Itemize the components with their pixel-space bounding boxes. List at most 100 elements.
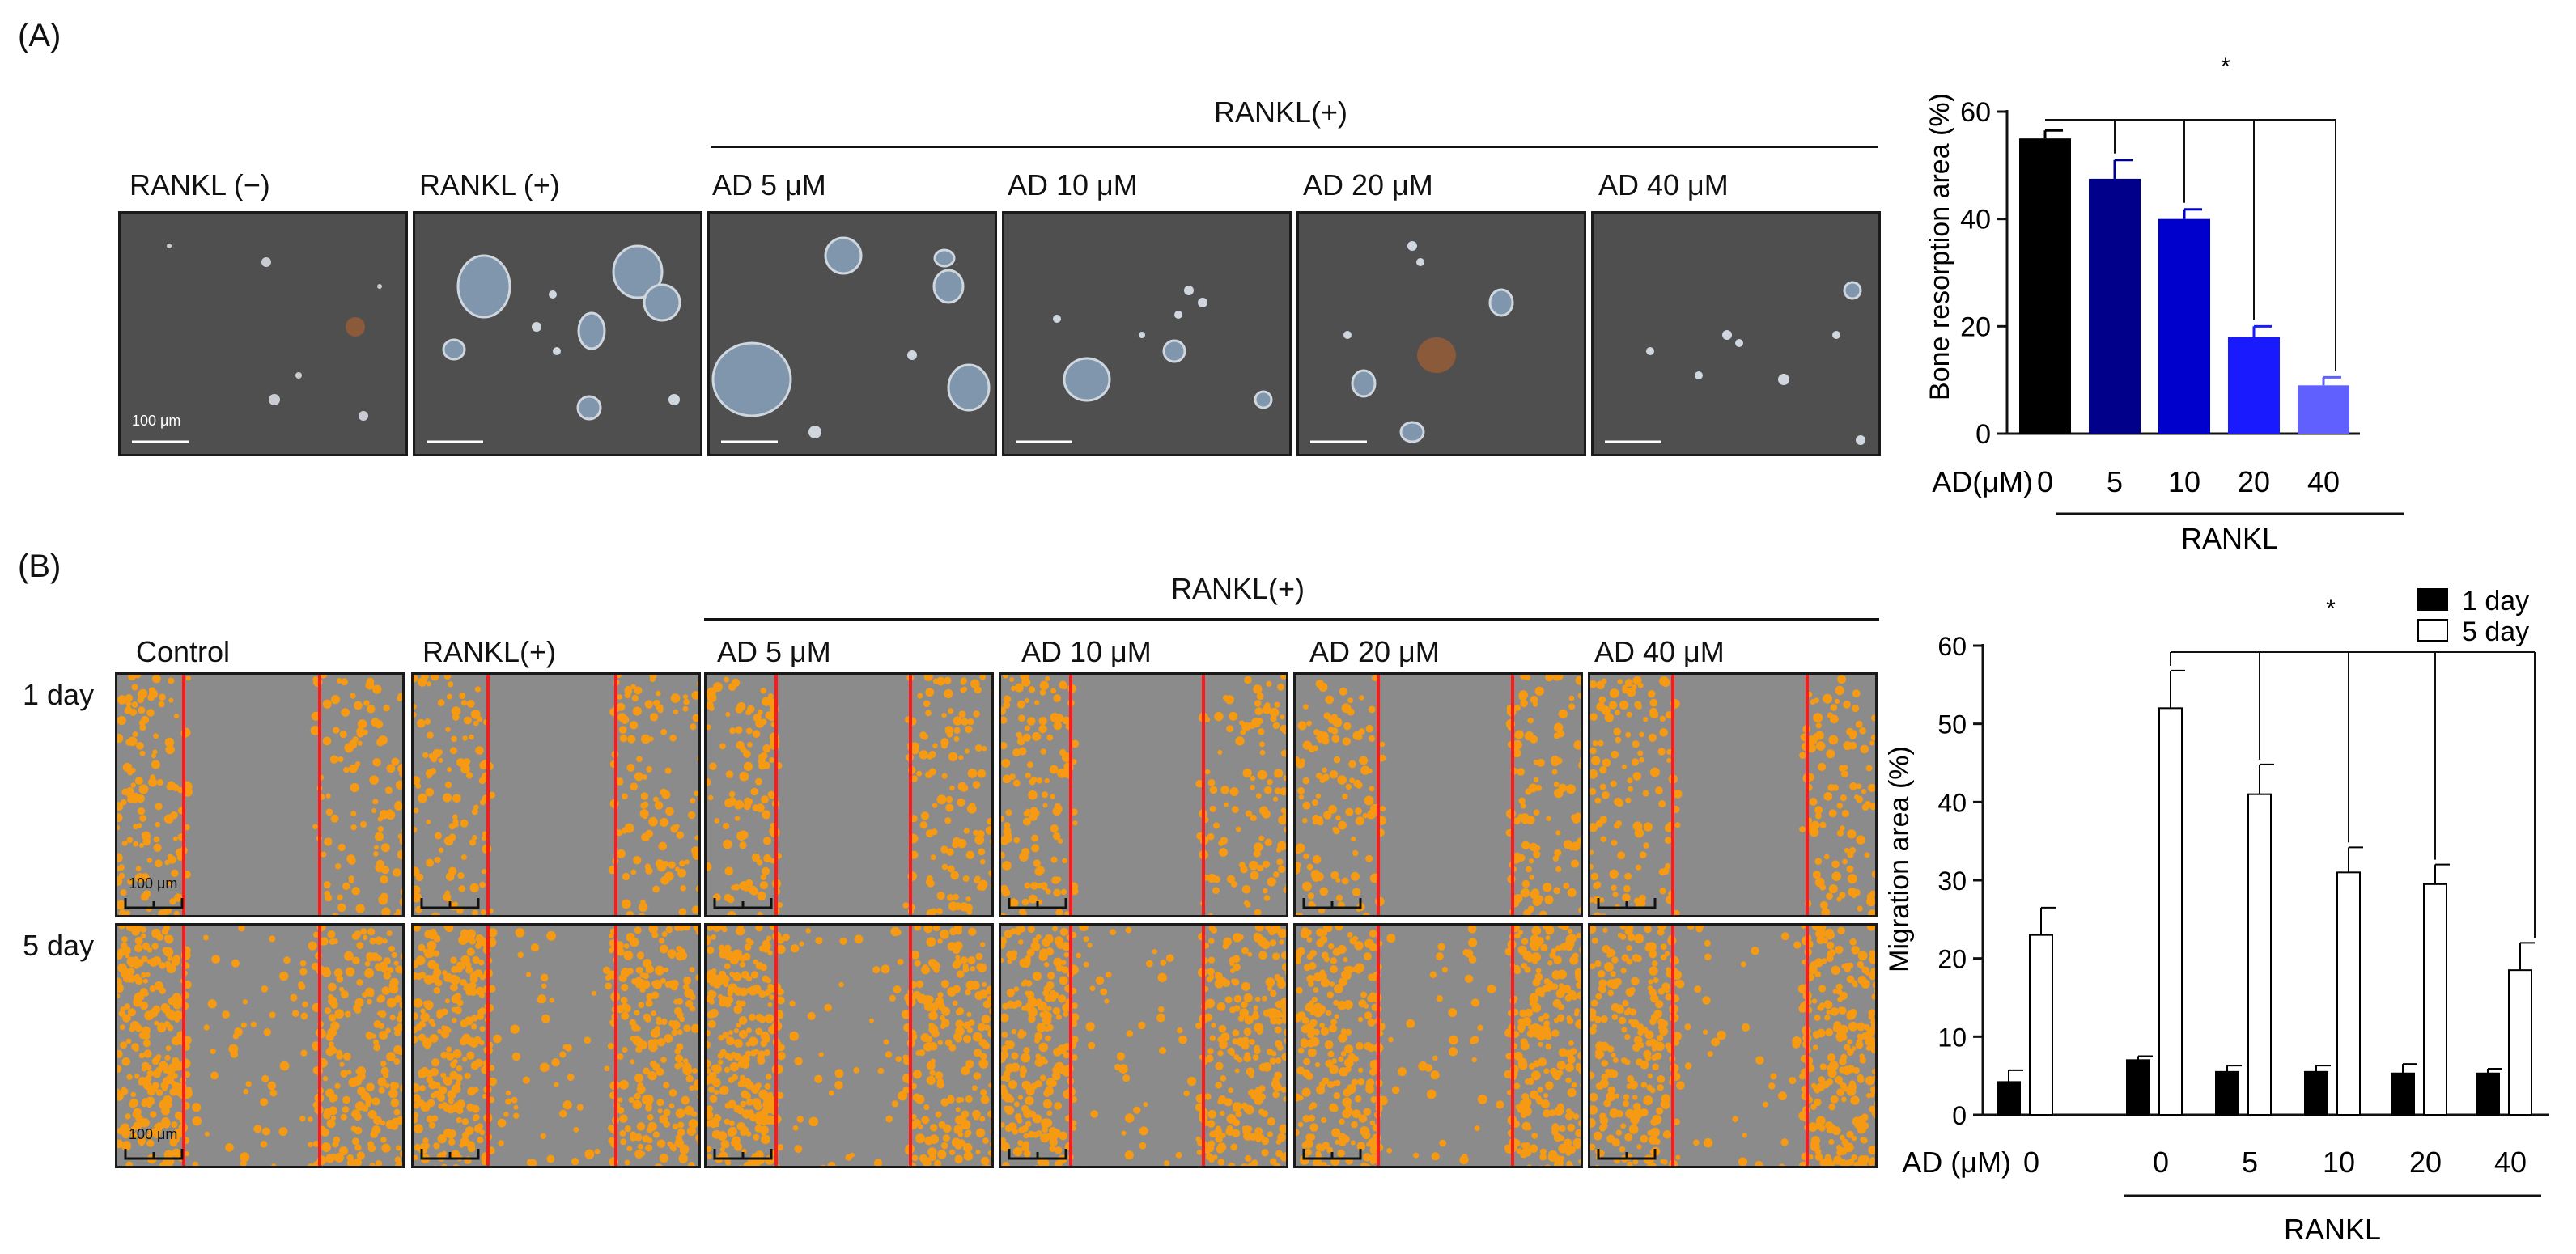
- cell-dot: [714, 1113, 719, 1120]
- cell-dot: [1281, 727, 1286, 735]
- cell-dot: [1843, 700, 1851, 709]
- cell-dot: [728, 1030, 734, 1036]
- cell-dot: [1005, 809, 1012, 816]
- cell-dot: [1436, 995, 1443, 1002]
- cell-dot: [167, 1024, 174, 1032]
- cell-dot: [125, 1113, 131, 1120]
- cell-dot: [1125, 926, 1132, 934]
- cell-dot: [139, 815, 146, 822]
- cell-dot: [1828, 949, 1836, 956]
- cell-dot: [903, 1057, 911, 1065]
- cell-dot: [977, 830, 985, 838]
- cell-dot: [965, 725, 973, 734]
- cell-dot: [1254, 926, 1264, 932]
- resorption-image-rankl-neg: 100 μm: [118, 211, 408, 456]
- cell-dot: [443, 1076, 453, 1086]
- cell-dot: [1306, 953, 1313, 960]
- cell-dot: [624, 1125, 631, 1133]
- cell-dot: [426, 1076, 434, 1084]
- cell-dot: [1296, 950, 1302, 960]
- cell-dot: [1661, 867, 1670, 875]
- cell-dot: [1535, 968, 1542, 973]
- cell-dot: [1319, 1087, 1326, 1094]
- cell-dot: [461, 1118, 469, 1125]
- cell-dot: [757, 709, 763, 715]
- cell-dot: [1124, 1113, 1135, 1123]
- cell-dot: [987, 817, 991, 825]
- cell-dot: [1001, 1122, 1005, 1128]
- cell-dot: [730, 1138, 739, 1147]
- cell-dot: [707, 1146, 712, 1153]
- cell-dot: [767, 983, 774, 990]
- cell-dot: [431, 962, 439, 971]
- cell-dot: [728, 1120, 735, 1126]
- cell-dot: [1341, 877, 1349, 885]
- cell-dot: [142, 1066, 147, 1072]
- cell-dot: [1624, 872, 1632, 880]
- cell-dot: [1208, 938, 1215, 944]
- cell-dot: [1262, 888, 1268, 894]
- cell-dot: [1016, 700, 1025, 709]
- cell-dot: [1847, 1159, 1855, 1166]
- cell-dot: [1844, 847, 1850, 854]
- cell-dot: [1642, 790, 1649, 797]
- cell-dot: [912, 1070, 922, 1079]
- cell-dot: [912, 1093, 921, 1102]
- cell-dot: [695, 1133, 698, 1142]
- cell-dot: [1856, 835, 1865, 845]
- cell-dot: [1810, 1104, 1817, 1110]
- cell-dot: [150, 1111, 157, 1118]
- cell-dot: [517, 951, 524, 959]
- cell-dot: [1855, 1040, 1864, 1049]
- cell-dot: [742, 1080, 750, 1087]
- cell-dot: [455, 1080, 461, 1087]
- row-label-5-day: 5 day: [23, 929, 95, 962]
- cell-dot: [745, 938, 752, 943]
- cell-dot: [1543, 1013, 1550, 1020]
- cell-dot: [1318, 682, 1328, 693]
- cell-dot: [1599, 1112, 1607, 1121]
- cell-dot: [163, 947, 174, 957]
- cell-dot: [344, 1010, 351, 1018]
- cell-dot: [621, 899, 631, 909]
- chart-b-x-tick-label: 20: [2409, 1146, 2442, 1179]
- cell-dot: [1364, 1041, 1373, 1051]
- cell-dot: [511, 1096, 518, 1104]
- cell-dot: [753, 1115, 758, 1121]
- cell-dot: [465, 772, 473, 779]
- cell-dot: [1368, 973, 1376, 981]
- cell-dot: [1241, 1102, 1249, 1110]
- cell-dot: [1156, 1013, 1165, 1023]
- cell-dot: [739, 955, 746, 962]
- cell-dot: [414, 1112, 419, 1119]
- cell-dot: [1297, 721, 1307, 731]
- cell-dot: [1874, 1101, 1875, 1108]
- cell-dot: [261, 1074, 269, 1082]
- cell-dot: [351, 932, 360, 941]
- cell-dot: [444, 781, 452, 789]
- cell-dot: [1055, 1014, 1062, 1020]
- cell-dot: [1847, 1015, 1852, 1020]
- cell-dot: [1810, 961, 1818, 970]
- cell-dot: [1152, 949, 1157, 955]
- cell-dot: [1634, 701, 1642, 709]
- cell-dot: [1278, 815, 1286, 825]
- cell-dot: [1244, 1052, 1250, 1058]
- cell-dot: [1547, 915, 1555, 917]
- cell-dot: [1335, 926, 1343, 931]
- cell-dot: [357, 740, 363, 746]
- scale-bar-label: 100 μm: [129, 1126, 178, 1142]
- cell-dot: [751, 985, 762, 994]
- cell-dot: [1632, 1043, 1641, 1052]
- cell-dot: [463, 716, 472, 725]
- cell-dot: [1043, 1118, 1053, 1128]
- scale-bar: [420, 1149, 480, 1160]
- cell-dot: [373, 851, 379, 857]
- cell-dot: [707, 1019, 716, 1028]
- cell-dot: [622, 793, 628, 800]
- cell-dot: [630, 684, 636, 690]
- cell-dot: [159, 987, 166, 994]
- cell-dot: [263, 1028, 272, 1036]
- cell-dot: [724, 1053, 732, 1060]
- cell-dot: [1343, 966, 1350, 972]
